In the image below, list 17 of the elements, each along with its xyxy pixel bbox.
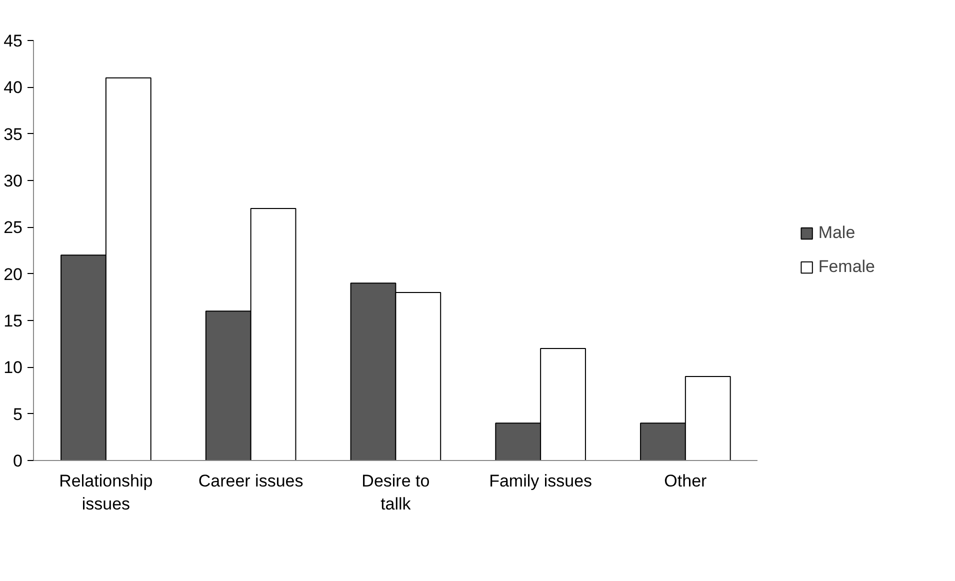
y-tick-label: 35 xyxy=(4,124,23,144)
y-tick-label: 20 xyxy=(4,264,23,284)
y-tick-label: 25 xyxy=(4,218,23,238)
legend-label: Female xyxy=(818,257,875,277)
y-tick-label: 45 xyxy=(4,32,23,50)
y-tick-label: 40 xyxy=(4,78,23,98)
y-tick-label: 5 xyxy=(13,404,23,424)
y-tick-label: 15 xyxy=(4,312,23,330)
x-tick-label: Family issues xyxy=(489,472,592,490)
x-tick-label: Career issues xyxy=(198,472,304,490)
y-tick-label: 30 xyxy=(4,172,23,190)
x-tick-label: Desire to tallk xyxy=(362,472,430,514)
y-tick-label: 0 xyxy=(13,452,23,470)
x-tick-label: Relationship issues xyxy=(59,472,153,514)
y-tick-label: 10 xyxy=(4,358,23,378)
x-tick-label: Other xyxy=(664,472,708,490)
legend-label: Male xyxy=(818,223,856,243)
